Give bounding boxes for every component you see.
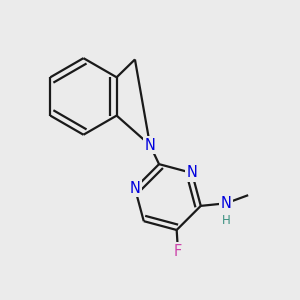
Text: N: N bbox=[187, 166, 197, 181]
Text: N: N bbox=[130, 181, 140, 196]
Text: N: N bbox=[145, 138, 155, 153]
Text: N: N bbox=[221, 196, 232, 211]
Text: F: F bbox=[174, 244, 182, 259]
Text: H: H bbox=[222, 214, 231, 227]
